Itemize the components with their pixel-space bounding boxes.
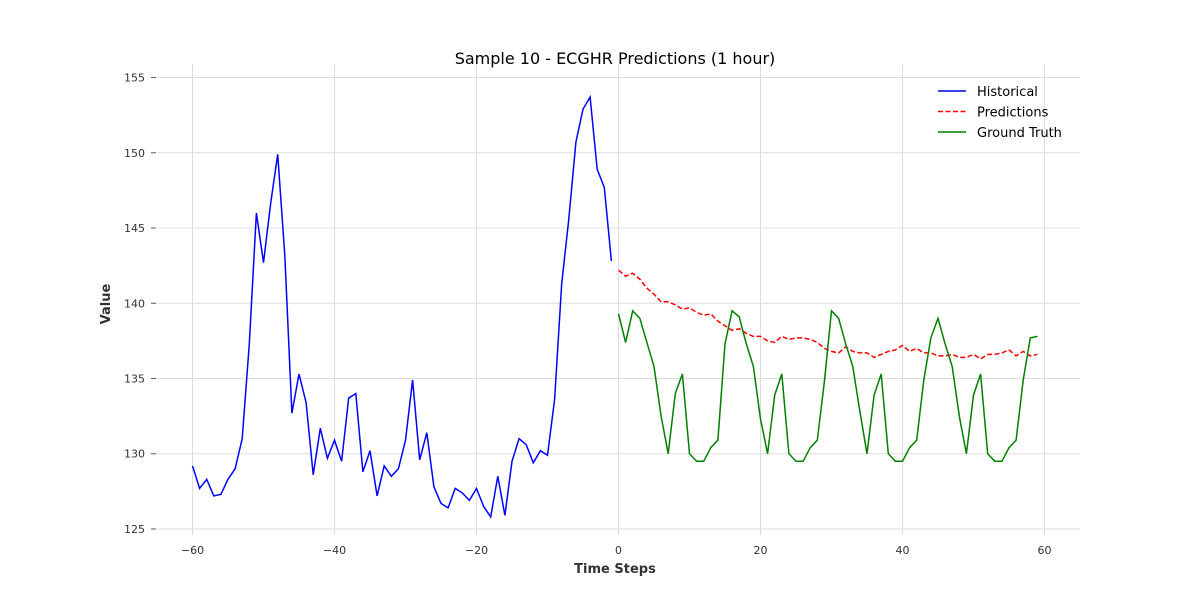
y-tick-label: 145 (124, 222, 145, 235)
chart-title: Sample 10 - ECGHR Predictions (1 hour) (455, 49, 776, 68)
x-tick-label: 0 (615, 544, 622, 557)
x-tick-label: −20 (465, 544, 488, 557)
y-tick-label: 150 (124, 147, 145, 160)
y-axis-label: Value (99, 283, 114, 324)
x-tick-label: 20 (754, 544, 768, 557)
series-line-ground-truth (617, 309, 1038, 463)
legend-label: Historical (977, 85, 1038, 100)
tick-labels: −60 −40 −20 0 20 40 60 125 130 135 140 145 150 155 (124, 72, 1052, 557)
y-tick-label: 130 (124, 448, 145, 461)
y-tick-label: 125 (124, 523, 145, 536)
x-tick-label: 40 (896, 544, 910, 557)
y-tick-label: 135 (124, 373, 145, 386)
x-axis-label: Time Steps (574, 562, 656, 577)
legend: Historical Predictions Ground Truth (938, 85, 1062, 141)
x-tick-label: −40 (323, 544, 346, 557)
x-tick-label: 60 (1038, 544, 1052, 557)
legend-label: Predictions (977, 106, 1049, 121)
y-tick-label: 155 (124, 72, 145, 85)
y-tick-label: 140 (124, 297, 145, 310)
legend-label: Ground Truth (977, 126, 1062, 141)
grid (151, 64, 1080, 535)
x-tick-label: −60 (181, 544, 204, 557)
series-group (191, 94, 1038, 519)
series-line-historical (191, 94, 613, 519)
